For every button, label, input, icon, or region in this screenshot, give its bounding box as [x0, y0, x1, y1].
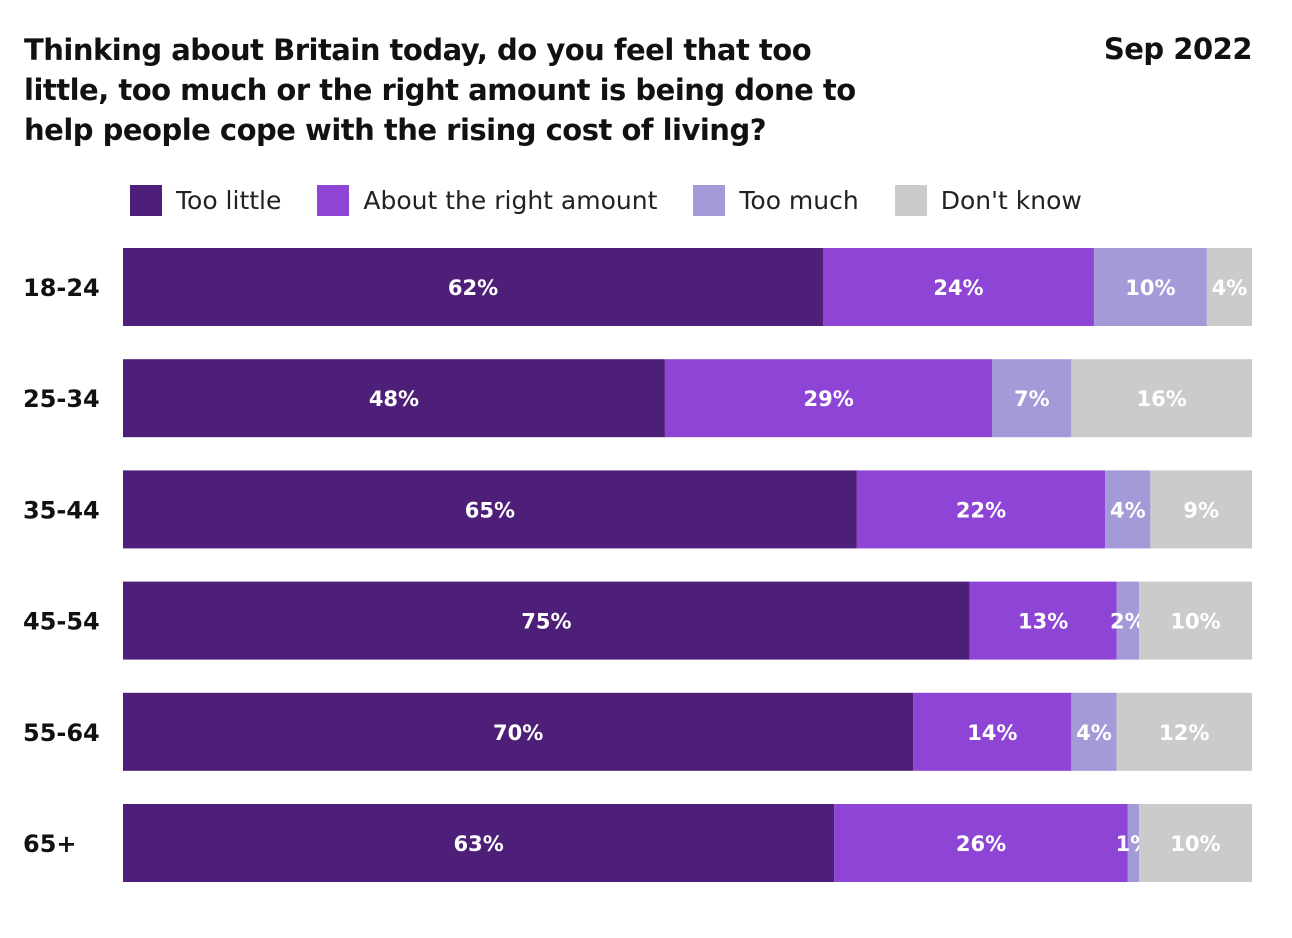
data-label: 4% [1212, 276, 1248, 300]
data-label: 10% [1170, 832, 1220, 856]
legend-label: About the right amount [363, 185, 658, 215]
date-label: Sep 2022 [1103, 32, 1253, 66]
bar-segment-too-much [992, 359, 1072, 438]
category-label: 65+ [23, 830, 77, 858]
data-label: 16% [1137, 387, 1187, 411]
legend: Too little About the right amount Too mu… [130, 184, 1118, 216]
data-label: 24% [933, 276, 983, 300]
category-label: 35-44 [23, 496, 100, 524]
data-label: 70% [493, 721, 543, 745]
bar-segment-too-little [123, 359, 665, 438]
bar-segment-right-amount [822, 248, 1094, 326]
bar-segment-dont-know [1206, 248, 1252, 326]
data-label: 13% [1018, 610, 1068, 634]
bar-segment-too-little [123, 692, 914, 771]
bar-segment-too-little [123, 804, 835, 882]
data-label: 9% [1183, 498, 1219, 522]
bar-segment-right-amount [969, 581, 1117, 660]
category-label: 55-64 [23, 719, 100, 747]
bar-segment-too-much [1071, 692, 1117, 771]
legend-swatch-right-amount [317, 184, 350, 216]
data-label: 7% [1014, 387, 1050, 411]
bar-segment-too-little [123, 581, 970, 660]
bar-segment-right-amount [834, 804, 1128, 882]
data-label: 22% [956, 498, 1006, 522]
data-label: 26% [956, 832, 1006, 856]
data-label: 14% [967, 721, 1017, 745]
data-label: 10% [1170, 610, 1220, 634]
data-label: 4% [1110, 498, 1146, 522]
bar-segment-too-much [1093, 248, 1207, 326]
category-label: 25-34 [23, 385, 100, 413]
legend-swatch-too-much [693, 184, 726, 216]
legend-swatch-dont-know [894, 184, 927, 216]
bar-segment-dont-know [1139, 581, 1252, 660]
legend-item-right-amount: About the right amount [317, 184, 658, 216]
data-label: 10% [1125, 276, 1175, 300]
data-label: 48% [369, 387, 419, 411]
data-label: 75% [521, 610, 571, 634]
category-label: 45-54 [23, 608, 100, 636]
bar-segment-too-little [123, 248, 823, 326]
legend-swatch-too-little [130, 184, 162, 216]
bar-segment-too-much [1116, 581, 1140, 660]
legend-label: Too little [176, 185, 282, 215]
bar-segment-right-amount [913, 692, 1072, 771]
bar-segment-too-much [1105, 470, 1151, 549]
data-label: 12% [1159, 721, 1209, 745]
chart-title: Thinking about Britain today, do you fee… [24, 33, 856, 147]
data-label: 65% [465, 498, 515, 522]
bar-segment-dont-know [1139, 804, 1252, 882]
legend-item-too-little: Too little [130, 184, 282, 216]
data-label: 62% [448, 276, 498, 300]
data-label: 4% [1076, 721, 1112, 745]
legend-item-dont-know: Don't know [894, 184, 1082, 216]
bar-segment-too-little [123, 470, 857, 549]
bar-segment-too-much [1127, 804, 1140, 882]
bar-segment-dont-know [1116, 692, 1252, 771]
legend-item-too-much: Too much [693, 184, 859, 216]
data-label: 29% [803, 387, 853, 411]
legend-label: Don't know [940, 185, 1082, 215]
bar-segment-dont-know [1071, 359, 1252, 438]
bar-segment-right-amount [664, 359, 993, 438]
category-label: 18-24 [23, 274, 100, 302]
bar-segment-right-amount [856, 470, 1106, 549]
legend-label: Too much [739, 185, 859, 215]
data-label: 63% [454, 832, 504, 856]
bar-segment-dont-know [1150, 470, 1252, 549]
